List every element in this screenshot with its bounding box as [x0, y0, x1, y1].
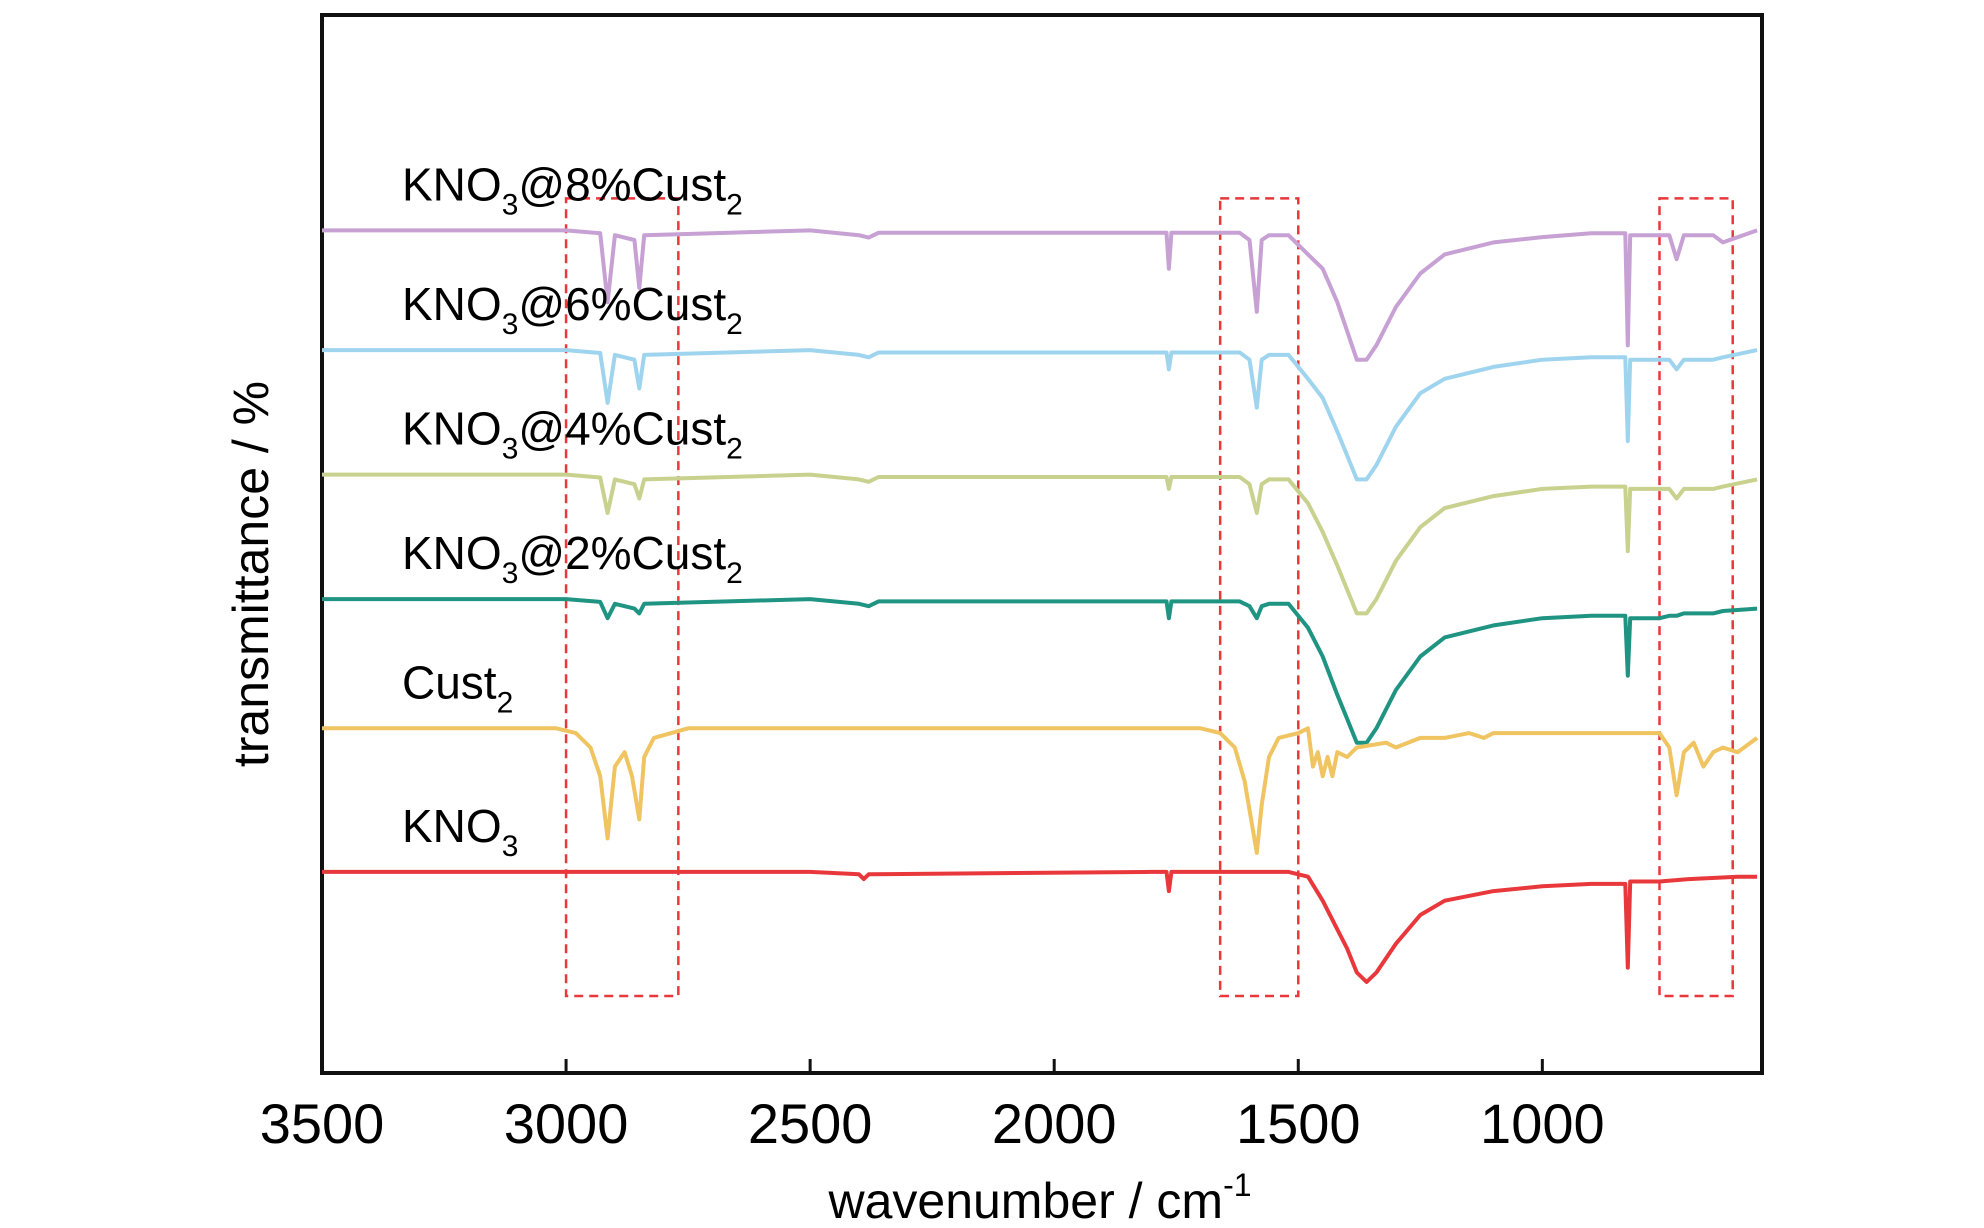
series-labels: KNO3@8%Cust2 KNO3@6%Cust2 KNO3@4%Cust2 KNO3… — [402, 158, 743, 863]
x-tick-label: 3500 — [260, 1092, 385, 1155]
y-axis-label: transmittance / % — [223, 381, 279, 767]
series-label: KNO3 — [402, 800, 518, 863]
plot-frame — [320, 13, 1764, 1075]
x-tick-label: 1000 — [1480, 1092, 1605, 1155]
x-axis-ticks: 3500 3000 2500 2000 1500 1000 — [260, 1059, 1605, 1155]
spectra-series — [322, 228, 1759, 984]
x-tick-label: 2000 — [992, 1092, 1117, 1155]
x-axis-label-text: wavenumber / cm — [827, 1173, 1223, 1228]
series-line — [322, 597, 1758, 745]
x-tick-label: 3000 — [504, 1092, 629, 1155]
series-line — [322, 869, 1758, 984]
x-tick-label: 2500 — [748, 1092, 873, 1155]
highlight-box — [564, 197, 680, 998]
series-label: KNO3@6%Cust2 — [402, 278, 743, 341]
series-label: KNO3@4%Cust2 — [402, 403, 743, 466]
highlight-boxes — [564, 197, 1734, 998]
series-label: KNO3@2%Cust2 — [402, 527, 743, 590]
highlight-box — [1218, 197, 1300, 998]
highlight-box — [1658, 197, 1734, 998]
x-axis-label-sup: -1 — [1223, 1167, 1251, 1203]
x-axis-label: wavenumber / cm-1 — [827, 1167, 1251, 1228]
series-label: Cust2 — [402, 656, 513, 719]
series-line — [322, 228, 1758, 362]
series-line — [322, 726, 1759, 855]
series-line — [322, 348, 1758, 482]
series-line — [322, 472, 1758, 616]
x-tick-label: 1500 — [1236, 1092, 1361, 1155]
series-label: KNO3@8%Cust2 — [402, 158, 743, 221]
